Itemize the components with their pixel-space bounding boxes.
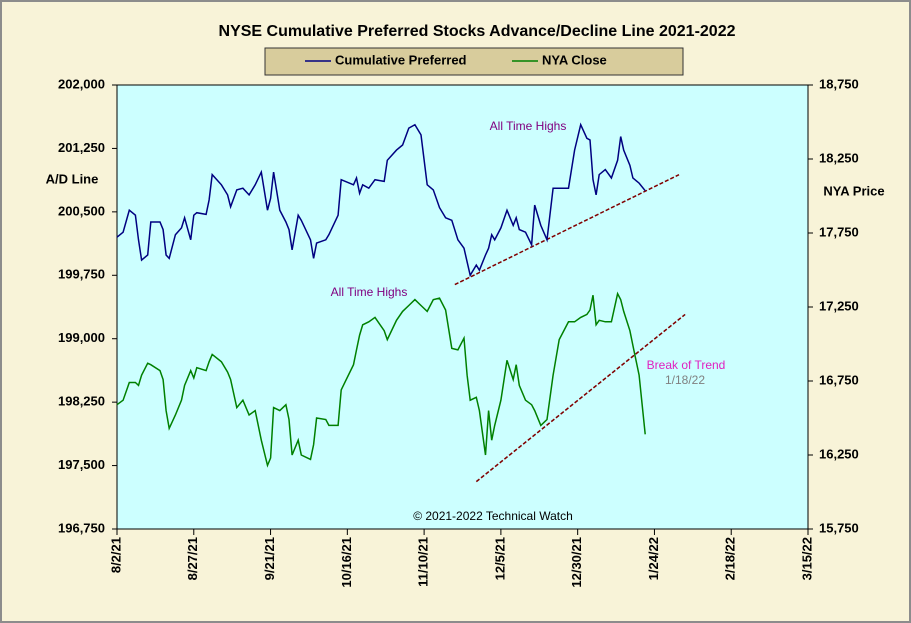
y-tick-label: 199,000 — [58, 330, 105, 345]
annotation: All Time Highs — [331, 285, 408, 299]
annotation: All Time Highs — [490, 119, 567, 133]
y-tick-label: 196,750 — [58, 520, 105, 535]
y2-tick-label: 17,250 — [819, 298, 859, 313]
y2-tick-label: 16,250 — [819, 446, 859, 461]
trend-line — [475, 313, 686, 483]
x-tick-label: 8/2/21 — [108, 537, 123, 573]
series-line — [116, 291, 646, 468]
y-tick-label: 197,500 — [58, 457, 105, 472]
legend-label: NYA Close — [542, 52, 607, 67]
y2-tick-label: 17,750 — [819, 224, 859, 239]
y2-tick-label: 15,750 — [819, 520, 859, 535]
y-tick-label: 201,250 — [58, 140, 105, 155]
plot-area — [116, 84, 809, 530]
legend-box — [264, 47, 684, 76]
y-tick-label: 199,750 — [58, 267, 105, 282]
y2-tick-label: 18,250 — [819, 150, 859, 165]
y-axis-label: A/D Line — [46, 171, 99, 186]
y-tick-label: 200,500 — [58, 203, 105, 218]
x-tick-label: 9/21/21 — [262, 537, 277, 580]
x-tick-label: 8/27/21 — [185, 537, 200, 580]
chart-title: NYSE Cumulative Preferred Stocks Advance… — [219, 23, 736, 40]
y2-axis-label: NYA Price — [823, 183, 884, 198]
copyright: © 2021-2022 Technical Watch — [413, 509, 573, 523]
x-tick-label: 2/18/22 — [723, 537, 738, 580]
annotation: Break of Trend — [647, 358, 726, 372]
annotation: 1/18/22 — [665, 373, 705, 387]
y-tick-label: 198,250 — [58, 394, 105, 409]
y2-tick-label: 18,750 — [819, 76, 859, 91]
series-line — [116, 122, 646, 278]
x-tick-label: 10/16/21 — [339, 537, 354, 588]
x-tick-label: 12/5/21 — [492, 537, 507, 580]
x-tick-label: 11/10/21 — [416, 537, 431, 587]
x-tick-label: 12/30/21 — [569, 537, 584, 588]
x-tick-label: 3/15/22 — [799, 537, 814, 580]
y2-tick-label: 16,750 — [819, 372, 859, 387]
legend-label: Cumulative Preferred — [335, 52, 467, 67]
y-tick-label: 202,000 — [58, 76, 105, 91]
x-tick-label: 1/24/22 — [646, 537, 661, 580]
